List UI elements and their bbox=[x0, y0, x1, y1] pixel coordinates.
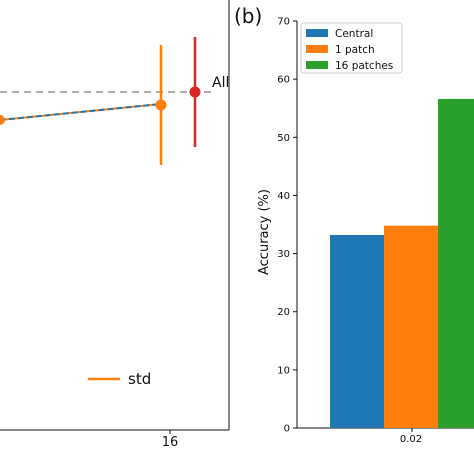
panel-a-xtick-label-16: 16 bbox=[162, 435, 179, 450]
panel-b-ytick-label-40: 40 bbox=[277, 191, 290, 202]
panel-a-trend-line-orange bbox=[0, 103, 162, 121]
bar-1-patch bbox=[384, 225, 438, 428]
panel-a-point-orange bbox=[155, 99, 167, 111]
panel-a-point-left bbox=[0, 115, 5, 125]
panel-b-ytick-label-30: 30 bbox=[277, 249, 290, 260]
panel-a-reference-label: All bbox=[212, 75, 229, 91]
legend-swatch-central bbox=[306, 29, 328, 37]
legend-swatch-1-patch bbox=[306, 45, 328, 53]
panel-b-ytick-label-0: 0 bbox=[284, 424, 290, 435]
panel-a-legend-label-std: std bbox=[128, 370, 151, 388]
panel-b-ylabel: Accuracy (%) bbox=[257, 189, 272, 275]
panel-b-xtick-label: 0.02 bbox=[400, 434, 422, 445]
panel-b-legend-items: Central 1 patch 16 patches bbox=[306, 28, 393, 72]
legend-label-central: Central bbox=[335, 28, 373, 40]
panel-b-y-ticks: 0 10 20 30 40 50 60 70 bbox=[277, 17, 297, 435]
panel-a-point-red bbox=[189, 86, 201, 98]
bar-16-patches bbox=[438, 98, 474, 428]
legend-swatch-16-patches bbox=[306, 61, 328, 69]
legend-label-16-patches: 16 patches bbox=[335, 60, 393, 72]
panel-a: 16 All std bbox=[0, 0, 230, 450]
panel-b-ytick-label-70: 70 bbox=[277, 17, 290, 28]
bar-central bbox=[330, 234, 384, 428]
panel-b: (b) 0 10 20 30 40 50 60 70 Accuracy (%) 0.02 Ce… bbox=[234, 4, 474, 445]
legend-label-1-patch: 1 patch bbox=[335, 44, 375, 56]
panel-b-legend: Central 1 patch 16 patches bbox=[300, 22, 403, 74]
panel-b-ytick-label-20: 20 bbox=[277, 307, 290, 318]
panel-b-ytick-label-50: 50 bbox=[277, 133, 290, 144]
panel-b-ytick-label-60: 60 bbox=[277, 75, 290, 86]
panel-b-label: (b) bbox=[234, 4, 262, 28]
panel-b-bars bbox=[330, 98, 474, 428]
panel-b-ytick-label-10: 10 bbox=[277, 365, 290, 376]
